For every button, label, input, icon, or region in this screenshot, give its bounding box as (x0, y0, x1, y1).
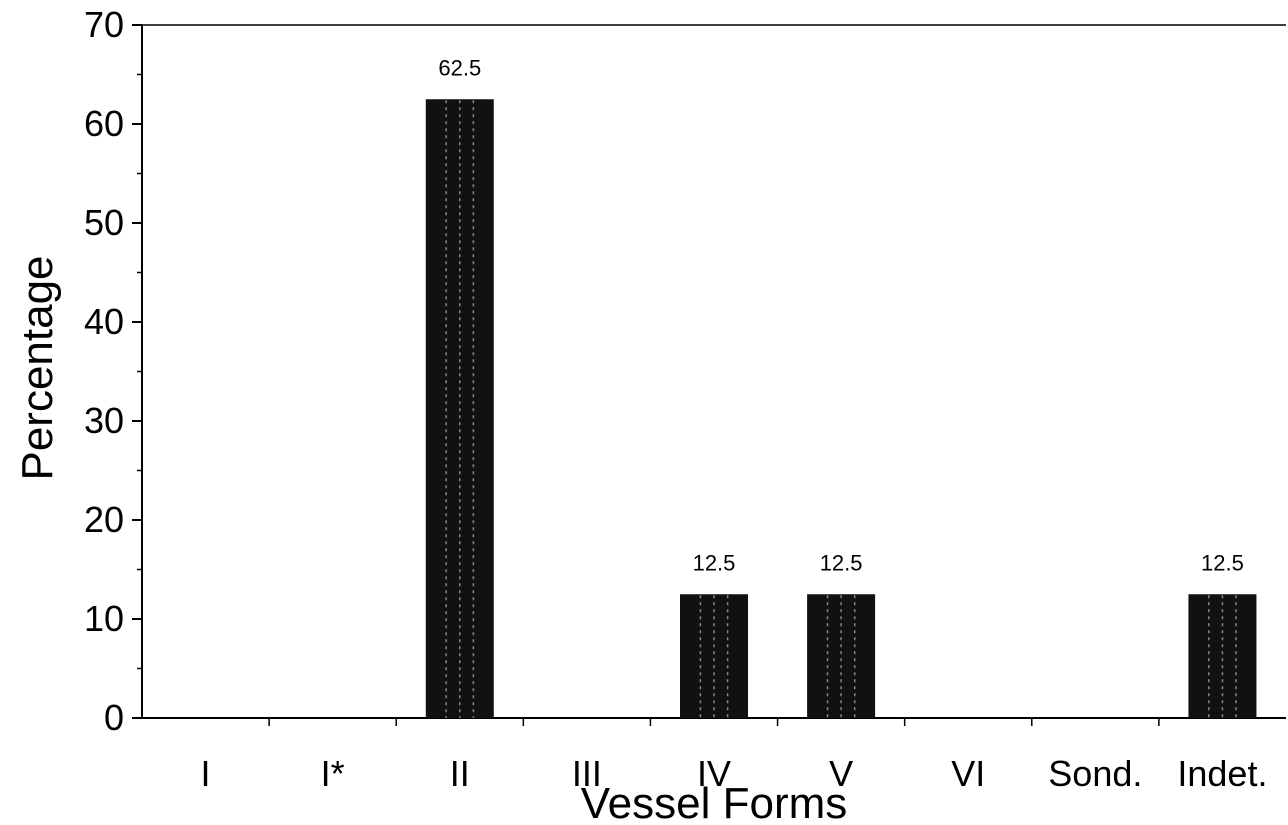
y-ticks: 0 10 20 30 40 50 60 70 (84, 4, 142, 738)
x-category-label: V (829, 753, 853, 794)
y-tick-label: 0 (104, 697, 124, 738)
data-labels: 62.5 12.5 12.5 12.5 (438, 55, 1243, 575)
bar (1188, 594, 1257, 718)
x-categories: I I* II III IV V VI Sond. Indet. (201, 753, 1268, 794)
data-label: 12.5 (820, 550, 863, 575)
y-tick-label: 40 (84, 301, 124, 342)
x-category-label: I (201, 753, 211, 794)
x-category-label: IV (697, 753, 731, 794)
x-category-label: Indet. (1177, 753, 1267, 794)
data-label: 12.5 (1201, 550, 1244, 575)
bar-rect (1188, 594, 1257, 718)
y-tick-label: 10 (84, 598, 124, 639)
data-label: 12.5 (693, 550, 736, 575)
y-axis-title: Percentage (13, 255, 62, 480)
bar (425, 99, 494, 718)
bar-rect (807, 594, 876, 718)
y-tick-label: 30 (84, 400, 124, 441)
bar (807, 594, 876, 718)
bars (425, 99, 1257, 718)
y-tick-label: 60 (84, 103, 124, 144)
data-label: 62.5 (438, 55, 481, 80)
y-tick-label: 70 (84, 4, 124, 45)
bar (680, 594, 748, 718)
y-tick-label: 20 (84, 499, 124, 540)
x-category-label: VI (951, 753, 985, 794)
x-category-label: Sond. (1048, 753, 1142, 794)
x-category-label: II (450, 753, 470, 794)
x-axis-title: Vessel Forms (581, 779, 848, 825)
x-category-label: I* (321, 753, 345, 794)
y-tick-label: 50 (84, 202, 124, 243)
x-category-label: III (572, 753, 602, 794)
bar-rect (680, 594, 748, 718)
